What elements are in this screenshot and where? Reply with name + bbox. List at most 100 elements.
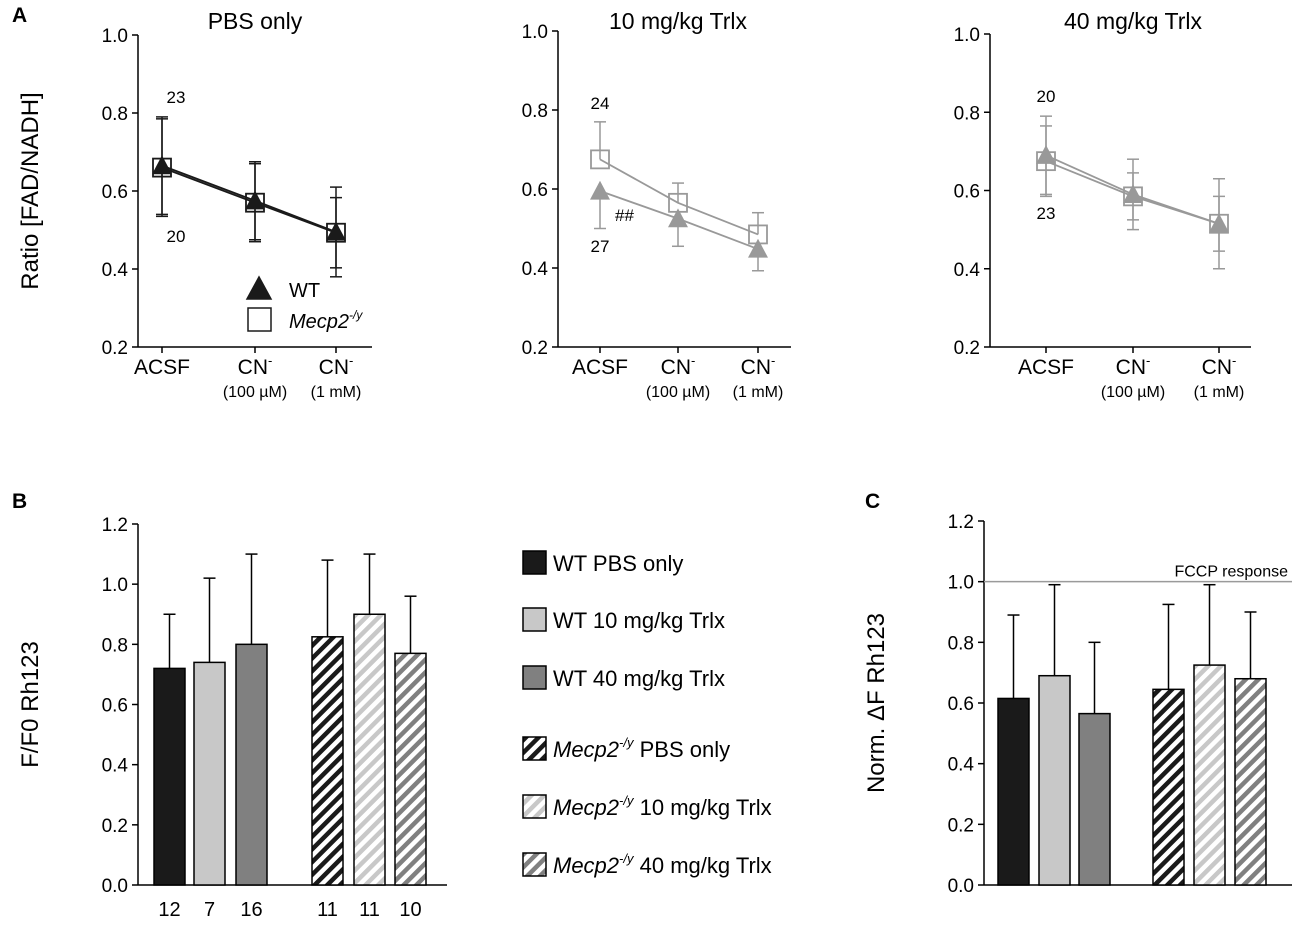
legend-b-italic: Mecp2	[553, 853, 619, 878]
x-tick-main: ACSF	[1018, 356, 1074, 379]
data-point-mecp2	[1123, 186, 1143, 207]
x-tick-sup: -	[691, 353, 695, 368]
y-tick-label: 0.8	[522, 101, 548, 122]
series-line	[161, 164, 337, 233]
annotation-label: ##	[615, 206, 634, 225]
x-tick-sublabel: (1 mM)	[311, 384, 362, 401]
x-tick-sup: -	[1232, 353, 1236, 368]
legend-b-sup: -/y	[619, 793, 635, 808]
bar	[353, 613, 386, 886]
x-tick-sublabel: (100 µM)	[223, 384, 287, 401]
data-point-mecp2	[590, 149, 610, 170]
bar	[1193, 664, 1226, 886]
x-tick-sublabel: (1 mM)	[733, 384, 784, 401]
y-tick-label: 1.0	[102, 26, 128, 47]
y-axis-label: F/F0 Rh123	[17, 641, 44, 768]
bar-n-label: 16	[240, 899, 262, 921]
x-tick-main: CN	[741, 356, 771, 379]
data-point-wt	[245, 190, 265, 210]
annotation-label: 20	[167, 227, 186, 246]
legend-b-swatch	[522, 736, 547, 761]
y-tick-label: 0.0	[102, 876, 128, 897]
bar-n-label: 10	[399, 899, 421, 921]
legend-b-label: Mecp2-/y 10 mg/kg Trlx	[553, 793, 772, 820]
x-tick-label: ACSF	[572, 356, 628, 379]
x-tick-label: ACSF	[134, 356, 190, 379]
legend-b: WT PBS only WT 10 mg/kg Trlx WT 40 mg/kg T…	[522, 550, 772, 878]
data-point-wt	[1123, 184, 1143, 204]
bar	[193, 661, 226, 886]
data-point-wt	[326, 221, 346, 241]
x-tick-label: ACSF	[1018, 356, 1074, 379]
data-point-mecp2	[1209, 213, 1229, 234]
legend-b-entry: WT PBS only	[522, 550, 683, 576]
y-axis-label: Norm. ΔF Rh123	[863, 613, 890, 793]
bar-n-label: 11	[317, 899, 338, 921]
x-tick-label: CN-	[741, 353, 776, 379]
series-mecp2	[594, 121, 764, 236]
annotation-label: 24	[591, 94, 610, 113]
x-tick-main: CN	[319, 356, 349, 379]
data-point-mecp2	[1036, 151, 1056, 172]
data-point-mecp2	[748, 224, 768, 245]
legend-a-mecp2-italic: Mecp2	[289, 311, 349, 333]
legend-b-text: 10 mg/kg Trlx	[634, 795, 772, 820]
legend-b-entry: Mecp2-/y 40 mg/kg Trlx	[522, 851, 772, 878]
chart-title: PBS only	[208, 8, 303, 34]
annotation-label: 27	[591, 237, 610, 256]
x-tick-sublabel: (100 µM)	[1101, 384, 1165, 401]
x-tick-label: CN-	[319, 353, 354, 379]
y-tick-label: 0.8	[954, 103, 980, 124]
bar	[1078, 712, 1111, 886]
y-tick-label: 0.4	[948, 755, 975, 776]
legend-b-text: WT PBS only	[553, 551, 683, 576]
y-tick-label: 0.8	[102, 104, 128, 125]
legend-b-text: WT 10 mg/kg Trlx	[553, 608, 725, 633]
series-wt	[156, 116, 342, 278]
y-tick-label: 1.2	[102, 515, 128, 536]
y-tick-label: 0.6	[102, 182, 128, 203]
panel-label-a: A	[12, 4, 27, 27]
legend-a: WT Mecp2-/y	[245, 275, 363, 333]
y-axis-label: Ratio [FAD/NADH]	[17, 92, 44, 289]
legend-b-entry: WT 40 mg/kg Trlx	[522, 665, 725, 691]
y-tick-label: 0.6	[102, 696, 128, 717]
x-tick-sup: -	[268, 353, 272, 368]
y-tick-label: 0.2	[102, 816, 128, 837]
y-tick-label: 0.6	[948, 694, 974, 715]
data-point-wt	[1036, 145, 1056, 164]
bar	[235, 643, 268, 886]
legend-a-mecp2-sup: -/y	[349, 308, 363, 322]
x-tick-sublabel: (1 mM)	[1194, 384, 1245, 401]
chart-c-norm-df-rh123: 1.2 1.0 0.8 0.6 0.4 0.2 0.0 Norm. ΔF Rh123 FCCP …	[863, 512, 1292, 897]
legend-b-label: Mecp2-/y PBS only	[553, 735, 730, 762]
y-tick-label: 0.2	[102, 338, 128, 359]
legend-b-swatch	[522, 794, 547, 819]
legend-a-mecp2-marker	[247, 307, 272, 332]
bar	[394, 652, 427, 886]
annotation-label: 23	[1037, 204, 1056, 223]
chart-title: 10 mg/kg Trlx	[609, 8, 748, 34]
legend-b-entry: Mecp2-/y PBS only	[522, 735, 730, 762]
legend-b-entry: WT 10 mg/kg Trlx	[522, 607, 725, 633]
legend-b-sup: -/y	[619, 735, 635, 750]
legend-b-entry: Mecp2-/y 10 mg/kg Trlx	[522, 793, 772, 820]
data-point-mecp2	[326, 222, 346, 243]
legend-a-wt-label: WT	[289, 280, 320, 302]
y-tick-label: 1.0	[522, 22, 548, 43]
legend-b-italic: Mecp2	[553, 737, 619, 762]
legend-a-wt-marker	[245, 275, 273, 300]
legend-b-label: Mecp2-/y 40 mg/kg Trlx	[553, 851, 772, 878]
x-tick-main: CN	[238, 356, 268, 379]
x-tick-main: ACSF	[134, 356, 190, 379]
legend-a-mecp2-label: Mecp2-/y	[289, 308, 363, 333]
legend-b-text: PBS only	[634, 737, 731, 762]
chart-title: 40 mg/kg Trlx	[1064, 8, 1203, 34]
y-tick-label: 1.0	[102, 575, 128, 596]
x-tick-sublabel: (100 µM)	[646, 384, 710, 401]
reference-line-label: FCCP response	[1174, 564, 1288, 581]
x-tick-main: CN	[661, 356, 691, 379]
legend-b-swatch	[522, 852, 547, 877]
data-point-wt	[152, 155, 172, 175]
